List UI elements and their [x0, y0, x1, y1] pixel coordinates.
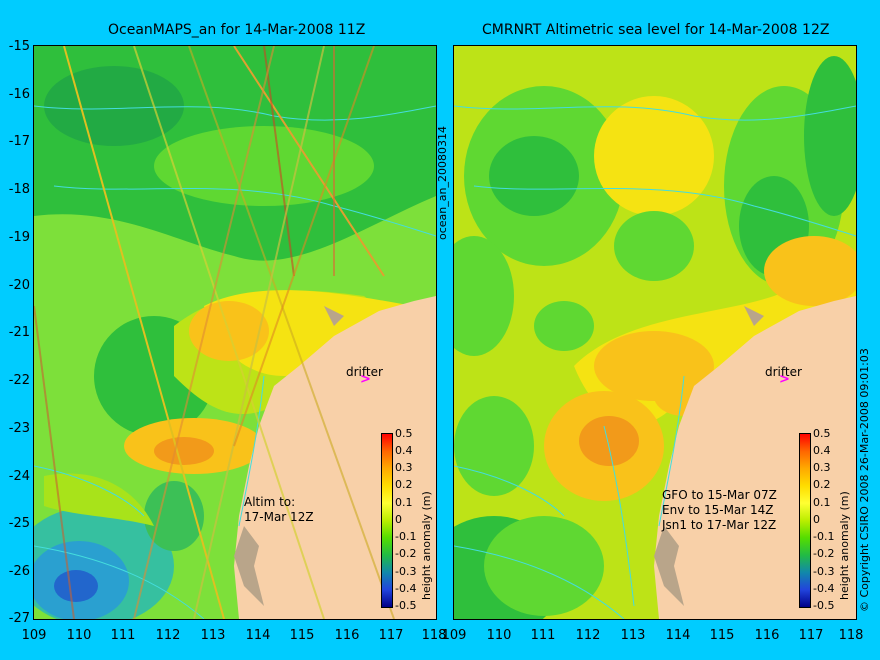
right-cb-tick: 0.2	[813, 478, 831, 491]
left-cb-tick: 0	[395, 513, 402, 526]
right-map-field	[454, 46, 856, 619]
right-x-tick: 109	[441, 628, 467, 643]
left-x-tick: 115	[289, 628, 315, 643]
left-x-tick: 109	[21, 628, 47, 643]
y-tick: -18	[8, 182, 30, 197]
right-drifter-label: drifter	[765, 365, 802, 379]
satellite-line: GFO to 15-Mar 07Z	[662, 488, 777, 502]
right-satellite-text: GFO to 15-Mar 07Z Env to 15-Mar 14Z Jsn1…	[662, 488, 777, 533]
right-cb-tick: 0.4	[813, 444, 831, 457]
left-cb-tick: -0.5	[395, 599, 417, 612]
left-drifter-marker: >	[360, 372, 371, 387]
satellite-line: Env to 15-Mar 14Z	[662, 503, 774, 517]
left-cb-tick: 0.1	[395, 496, 413, 509]
y-tick: -19	[8, 230, 30, 245]
left-altim-line: 17-Mar 12Z	[244, 510, 314, 524]
right-cb-tick: -0.2	[813, 547, 835, 560]
y-tick: -25	[8, 516, 30, 531]
copyright-text: © Copyright CSIRO 2008 26-Mar-2008 09:01…	[858, 348, 871, 612]
left-colorbar-label: height anomaly (m)	[420, 491, 433, 600]
y-tick: -15	[8, 39, 30, 54]
left-cb-tick: -0.1	[395, 530, 417, 543]
right-x-tick: 117	[798, 628, 824, 643]
right-x-tick: 114	[665, 628, 691, 643]
right-cb-tick: -0.5	[813, 599, 835, 612]
right-x-tick: 112	[575, 628, 601, 643]
left-cb-tick: -0.4	[395, 582, 417, 595]
satellite-line: Jsn1 to 17-Mar 12Z	[662, 518, 777, 532]
right-x-tick: 115	[709, 628, 735, 643]
left-x-tick: 117	[378, 628, 404, 643]
right-x-tick: 110	[486, 628, 512, 643]
right-colorbar-label: height anomaly (m)	[838, 491, 851, 600]
y-tick: -26	[8, 564, 30, 579]
y-tick: -21	[8, 325, 30, 340]
y-tick: -23	[8, 421, 30, 436]
right-x-tick: 113	[620, 628, 646, 643]
left-cb-tick: -0.2	[395, 547, 417, 560]
right-map-title: CMRNRT Altimetric sea level for 14-Mar-2…	[482, 22, 830, 38]
left-x-tick: 111	[110, 628, 136, 643]
left-x-tick: 112	[155, 628, 181, 643]
y-tick: -24	[8, 469, 30, 484]
right-cb-tick: -0.4	[813, 582, 835, 595]
right-cb-tick: 0.1	[813, 496, 831, 509]
right-x-tick: 118	[838, 628, 864, 643]
right-drifter-marker: >	[779, 372, 790, 387]
left-cb-tick: 0.2	[395, 478, 413, 491]
left-x-tick: 113	[200, 628, 226, 643]
left-colorbar	[381, 433, 393, 608]
left-cb-tick: 0.5	[395, 427, 413, 440]
right-cb-tick: -0.1	[813, 530, 835, 543]
left-drifter-label: drifter	[346, 365, 383, 379]
right-map	[453, 45, 857, 620]
right-cb-tick: 0.3	[813, 461, 831, 474]
left-cb-tick: -0.3	[395, 565, 417, 578]
run-id-label: ocean_an_20080314	[436, 126, 449, 240]
right-cb-tick: -0.3	[813, 565, 835, 578]
y-tick: -16	[8, 87, 30, 102]
left-x-tick: 116	[334, 628, 360, 643]
left-cb-tick: 0.3	[395, 461, 413, 474]
left-altim-text: Altim to: 17-Mar 12Z	[244, 495, 314, 525]
left-x-tick: 118	[421, 628, 447, 643]
left-cb-tick: 0.4	[395, 444, 413, 457]
left-x-tick: 110	[66, 628, 92, 643]
left-x-tick: 114	[245, 628, 271, 643]
left-map	[33, 45, 437, 620]
right-cb-tick: 0	[813, 513, 820, 526]
right-colorbar	[799, 433, 811, 608]
y-tick: -17	[8, 134, 30, 149]
right-cb-tick: 0.5	[813, 427, 831, 440]
y-tick: -20	[8, 278, 30, 293]
right-x-tick: 111	[530, 628, 556, 643]
left-map-title: OceanMAPS_an for 14-Mar-2008 11Z	[108, 22, 366, 38]
y-tick: -22	[8, 373, 30, 388]
left-altim-line: Altim to:	[244, 495, 296, 509]
y-tick: -27	[8, 611, 30, 626]
right-x-tick: 116	[754, 628, 780, 643]
left-map-field	[34, 46, 436, 619]
